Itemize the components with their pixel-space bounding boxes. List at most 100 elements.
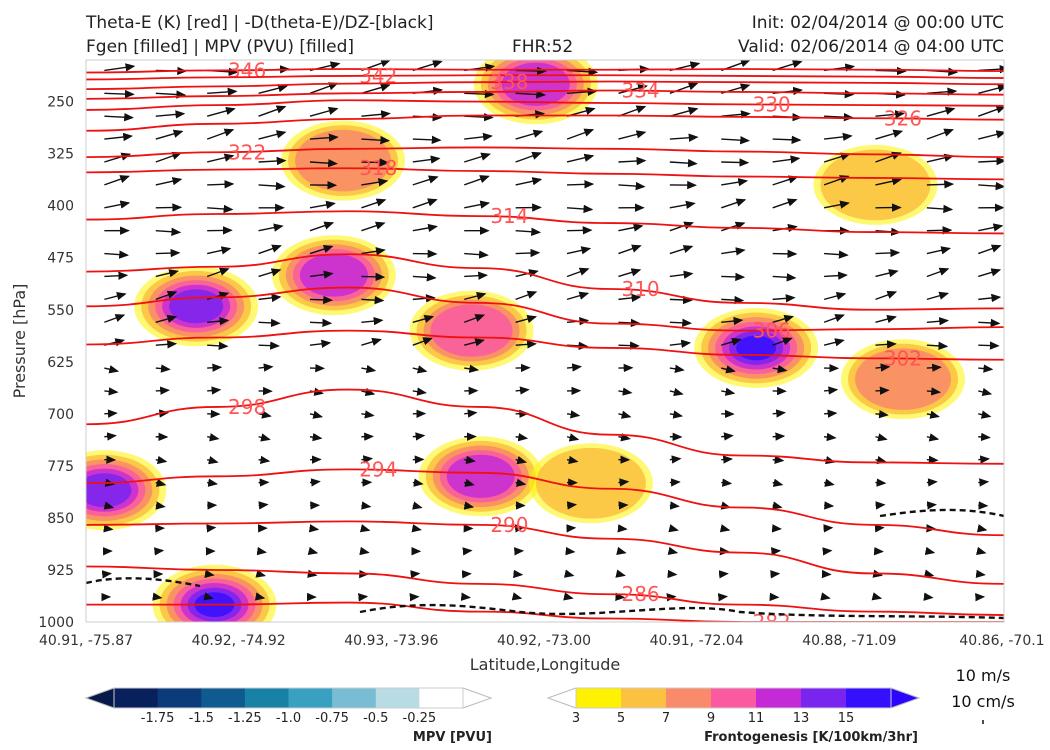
fgen-level [535, 447, 646, 519]
wind-vector [874, 524, 885, 533]
wind-vector [669, 339, 692, 348]
wind-vector [978, 244, 1002, 255]
wind-vector [822, 547, 833, 556]
theta-e-contour [86, 253, 1004, 311]
x-tick-label: 40.88, -71.09 [802, 633, 896, 649]
wind-vector [618, 244, 642, 255]
fgen-colorbar-tick: 5 [617, 711, 625, 726]
title-line-2: Fgen [filled] | MPV (PVU) [filled] [86, 37, 355, 57]
wind-vector [823, 200, 850, 209]
x-tick-label: 40.91, -75.87 [39, 633, 133, 649]
wind-vector [104, 89, 135, 99]
wind-vector [618, 181, 646, 191]
wind-vector [721, 337, 742, 346]
wind-vector [515, 227, 542, 236]
mpv-colorbar-tick: -1.0 [276, 711, 301, 726]
theta-e-contour [86, 146, 1004, 159]
wind-vector [721, 177, 749, 187]
y-axis-label: Pressure [hPa] [10, 284, 29, 399]
wind-vector [669, 245, 694, 255]
theta-e-contour-label: 330 [753, 92, 791, 116]
fgen-colorbar-tick: 11 [748, 711, 765, 726]
wind-vector [566, 67, 599, 76]
y-tick-label: 250 [47, 95, 74, 111]
wind-vector [669, 200, 696, 209]
wind-vector [412, 273, 437, 282]
wind-vector [615, 569, 626, 578]
wind-vector [566, 501, 578, 510]
wind-vector [978, 341, 1000, 350]
wind-vector [563, 569, 575, 578]
wind-vector [926, 204, 954, 214]
fgen-blob [134, 266, 259, 347]
axes-layer: 250 325 400 475 550 625 700 775 850 925 1000 40.91,… [38, 95, 1044, 649]
stability-contour [879, 508, 1004, 518]
wind-vector [462, 547, 473, 556]
wind-vector [978, 478, 990, 487]
wind-vector [823, 152, 851, 163]
wind-vector [824, 409, 838, 418]
theta-e-contour-label: 334 [621, 79, 659, 103]
wind-vector [309, 82, 339, 94]
wind-vector [669, 106, 699, 117]
wind-vector [412, 478, 424, 487]
wind-vector [772, 478, 784, 487]
wind-vector [515, 290, 538, 301]
wind-vector [309, 133, 339, 142]
wind-vector [258, 433, 271, 442]
wind-vector [978, 181, 1004, 191]
wind-vector [875, 455, 887, 465]
wind-vector [207, 87, 238, 97]
mpv-colorbar-tick: -0.75 [315, 711, 349, 726]
wind-vector [772, 409, 786, 418]
colorbar-segment [756, 688, 802, 708]
wind-vector [975, 546, 987, 555]
fgen-colorbar: 3 5 7 9 11 13 15 [546, 687, 921, 726]
wind-vector [875, 501, 886, 510]
vector-scale-horizontal: 10 m/s [956, 666, 1011, 685]
wind-vector [258, 130, 287, 140]
x-tick-label: 40.86, -70.1 [959, 633, 1044, 649]
wind-vector [361, 501, 372, 510]
y-tick-label: 1000 [38, 615, 74, 631]
y-tick-label: 775 [47, 459, 74, 475]
init-time: Init: 02/04/2014 @ 00:00 UTC [751, 13, 1004, 33]
wind-vector [463, 314, 486, 323]
wind-vector [361, 83, 391, 94]
theta-e-contour [86, 89, 1004, 100]
wind-vector [669, 318, 693, 328]
wind-vector [566, 433, 580, 442]
wind-vector [152, 592, 163, 601]
wind-vector [721, 110, 751, 119]
wind-vector [308, 524, 320, 533]
wind-vector [926, 106, 956, 117]
wind-vector [617, 524, 628, 533]
wind-vector [978, 65, 1004, 74]
wind-vector [566, 363, 582, 372]
y-tick-label: 625 [47, 355, 74, 371]
y-tick-label: 475 [47, 251, 74, 267]
wind-vector [618, 478, 630, 487]
wind-vector [258, 223, 284, 232]
wind-vector [978, 84, 1004, 94]
wind-vector [258, 181, 286, 191]
wind-vector [309, 339, 332, 348]
wind-vector [721, 158, 750, 167]
colorbar-segment [375, 688, 420, 708]
wind-vector [770, 570, 781, 579]
wind-vector [104, 113, 134, 122]
wind-vector [255, 569, 266, 578]
wind-vector [361, 135, 391, 145]
wind-vector [207, 341, 229, 351]
wind-vector [772, 314, 795, 323]
wind-vector [104, 314, 126, 323]
wind-vector [207, 363, 223, 372]
wind-vector [824, 501, 835, 510]
wind-vector [772, 294, 796, 303]
wind-vector [618, 501, 629, 510]
wind-vector [669, 387, 684, 397]
stability-dashed-layer [86, 508, 1004, 620]
wind-vector [926, 291, 950, 301]
fgen-colorbar-tick: 7 [662, 711, 670, 726]
colorbar-segment [621, 688, 667, 708]
